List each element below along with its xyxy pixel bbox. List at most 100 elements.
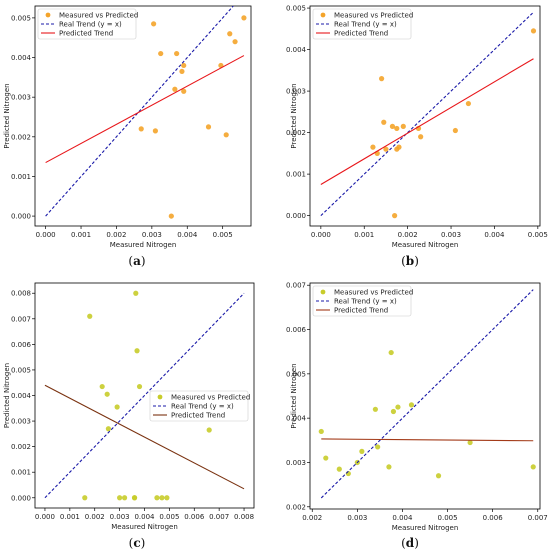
x-tick-label: 0.003 xyxy=(142,231,162,239)
data-point xyxy=(394,125,400,132)
predicted-trend-line xyxy=(320,58,534,185)
data-point xyxy=(136,383,143,390)
legend-label: Real Trend (y = x) xyxy=(171,403,234,411)
y-tick-label: 0.007 xyxy=(11,315,31,323)
legend-label: Real Trend (y = x) xyxy=(59,21,122,29)
x-tick-label: 0.001 xyxy=(60,513,80,521)
legend-box xyxy=(37,8,137,40)
y-tick-label: 0.003 xyxy=(11,94,31,102)
data-point xyxy=(318,428,324,435)
data-point xyxy=(323,455,329,461)
data-point xyxy=(114,404,120,410)
data-layer xyxy=(318,289,536,499)
x-tick-label: 0.002 xyxy=(85,513,105,521)
y-axis-label: Predicted Nitrogen xyxy=(3,83,11,148)
data-point xyxy=(172,86,178,92)
data-point xyxy=(205,124,212,130)
data-point xyxy=(435,473,442,479)
y-tick-label: 0.004 xyxy=(286,415,307,423)
legend-box xyxy=(312,285,412,317)
chart-panel-4: 0.002 0.003 0.004 0.005 0.006 0.007 0.002 0.003… xyxy=(286,282,548,550)
y-tick-label: 0.002 xyxy=(286,503,306,511)
data-point xyxy=(392,213,398,219)
data-point xyxy=(370,144,376,150)
data-point xyxy=(383,146,389,152)
x-tick-label: 0.002 xyxy=(106,231,126,239)
y-tick-label: 0.002 xyxy=(11,443,31,451)
x-tick-label: 0.000 xyxy=(36,231,56,239)
y-axis-label: Predicted Nitrogen xyxy=(290,83,298,148)
data-point xyxy=(389,123,396,129)
data-point xyxy=(379,76,385,82)
data-point xyxy=(87,313,93,319)
data-point xyxy=(179,68,185,75)
data-point xyxy=(381,119,387,125)
panel-caption: (c) xyxy=(129,536,146,550)
legend-label: Predicted Trend xyxy=(334,30,388,38)
data-point xyxy=(530,464,536,470)
x-tick-label: 0.005 xyxy=(213,231,233,239)
x-tick-label: 0.002 xyxy=(398,231,418,239)
data-point xyxy=(104,391,110,397)
x-tick-label: 0.008 xyxy=(234,513,254,521)
data-point xyxy=(530,28,537,34)
x-axis-label: Measured Nitrogen xyxy=(110,241,177,249)
y-tick-label: 0.006 xyxy=(286,326,307,334)
data-layer xyxy=(320,11,537,219)
y-tick-label: 0.005 xyxy=(286,370,306,378)
predicted-trend-line xyxy=(44,384,245,490)
predicted-trend-line xyxy=(321,438,534,442)
data-point xyxy=(408,402,415,408)
x-tick-label: 0.007 xyxy=(209,513,229,521)
data-point xyxy=(152,128,158,134)
chart-panel-1: 0.000 0.001 0.002 0.003 0.004 0.005 0.000 0.001… xyxy=(3,5,252,268)
data-point xyxy=(151,21,157,27)
legend-label: Measured vs Predicted xyxy=(334,289,413,297)
data-point xyxy=(386,464,392,470)
x-tick-label: 0.005 xyxy=(438,514,458,522)
y-tick-label: 0.000 xyxy=(11,494,31,502)
data-point xyxy=(452,127,458,134)
y-axis-label: Predicted Nitrogen xyxy=(290,363,298,428)
data-point xyxy=(99,383,105,390)
data-point xyxy=(181,62,187,69)
panel-caption: (a) xyxy=(128,254,145,268)
y-tick-label: 0.001 xyxy=(11,469,31,477)
data-point xyxy=(154,495,160,501)
legend-label: Real Trend (y = x) xyxy=(334,21,397,29)
chart-panel-3: 0.000 0.001 0.002 0.003 0.004 0.005 0.006 0.007… xyxy=(3,282,255,550)
data-point xyxy=(138,126,144,132)
y-tick-label: 0.000 xyxy=(11,213,31,221)
data-point xyxy=(467,439,473,446)
data-point xyxy=(232,39,238,45)
legend-label: Measured vs Predicted xyxy=(59,12,138,20)
y-tick-label: 0.003 xyxy=(11,418,31,426)
y-tick-label: 0.005 xyxy=(286,5,306,13)
data-layer xyxy=(44,290,245,501)
data-point xyxy=(395,404,401,410)
x-tick-label: 0.006 xyxy=(184,513,205,521)
data-point xyxy=(227,31,233,37)
data-layer xyxy=(45,6,247,219)
data-point xyxy=(465,100,471,107)
legend-marker xyxy=(157,394,163,400)
data-point xyxy=(241,15,247,21)
data-point xyxy=(105,426,112,432)
real-trend-line xyxy=(44,292,245,499)
legend-label: Predicted Trend xyxy=(171,412,225,420)
x-tick-label: 0.004 xyxy=(484,231,505,239)
y-tick-label: 0.003 xyxy=(286,88,306,96)
x-axis-label: Measured Nitrogen xyxy=(111,523,178,531)
data-point xyxy=(168,213,174,219)
x-tick-label: 0.001 xyxy=(354,231,374,239)
real-trend-line xyxy=(320,11,534,217)
data-point xyxy=(336,466,342,472)
x-tick-label: 0.003 xyxy=(441,231,461,239)
y-tick-label: 0.006 xyxy=(11,341,32,349)
data-point xyxy=(390,408,397,415)
legend-marker xyxy=(320,289,326,295)
data-point xyxy=(134,348,140,354)
